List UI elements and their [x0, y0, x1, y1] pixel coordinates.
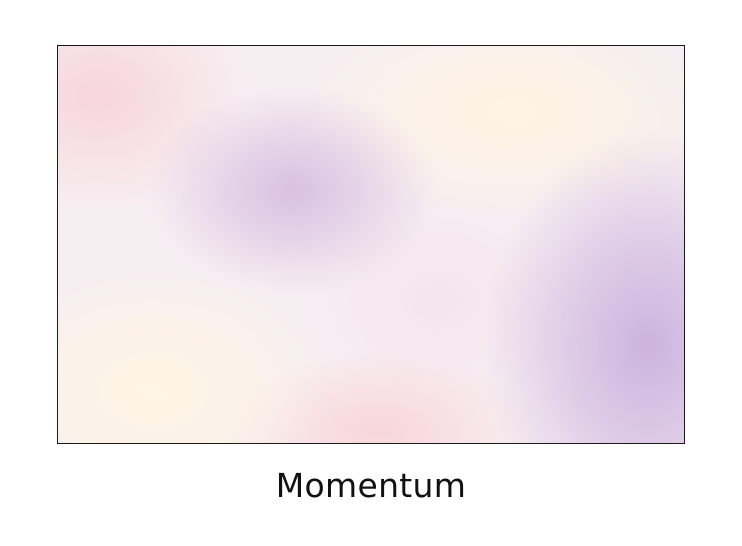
gradient-swatch	[57, 45, 685, 444]
caption-label: Momentum	[275, 466, 467, 505]
